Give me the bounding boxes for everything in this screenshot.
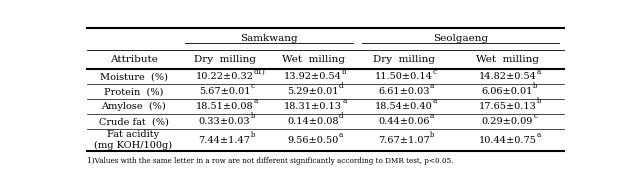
Text: 0.44±0.06: 0.44±0.06 bbox=[378, 117, 430, 126]
Text: Wet  milling: Wet milling bbox=[476, 55, 539, 64]
Text: 7.44±1.47: 7.44±1.47 bbox=[199, 136, 251, 144]
Text: a: a bbox=[430, 83, 434, 90]
Text: 6.06±0.01: 6.06±0.01 bbox=[482, 87, 533, 96]
Text: a: a bbox=[537, 131, 541, 139]
Text: Moisture  (%): Moisture (%) bbox=[100, 72, 168, 81]
Text: b: b bbox=[533, 83, 538, 90]
Text: a: a bbox=[433, 97, 438, 105]
Text: 10.44±0.75: 10.44±0.75 bbox=[479, 136, 537, 144]
Text: b: b bbox=[251, 131, 255, 139]
Text: c: c bbox=[250, 83, 254, 90]
Text: a: a bbox=[253, 97, 258, 105]
Text: 14.82±0.54: 14.82±0.54 bbox=[479, 72, 537, 81]
Text: Protein  (%): Protein (%) bbox=[104, 87, 163, 96]
Text: Seolgaeng: Seolgaeng bbox=[433, 34, 488, 43]
Text: Wet  milling: Wet milling bbox=[282, 55, 345, 64]
Text: 7.67±1.07: 7.67±1.07 bbox=[378, 136, 430, 144]
Text: 5.29±0.01: 5.29±0.01 bbox=[288, 87, 339, 96]
Text: 10.22±0.32: 10.22±0.32 bbox=[196, 72, 253, 81]
Text: 6.61±0.03: 6.61±0.03 bbox=[378, 87, 430, 96]
Text: b: b bbox=[342, 68, 347, 75]
Text: 18.31±0.13: 18.31±0.13 bbox=[284, 102, 342, 111]
Text: c: c bbox=[533, 112, 537, 120]
Text: b: b bbox=[537, 97, 541, 105]
Text: 11.50±0.14: 11.50±0.14 bbox=[375, 72, 433, 81]
Text: Crude fat  (%): Crude fat (%) bbox=[98, 117, 168, 126]
Text: c: c bbox=[433, 68, 437, 75]
Text: d: d bbox=[339, 83, 344, 90]
Text: b: b bbox=[430, 131, 434, 139]
Text: a: a bbox=[430, 112, 434, 120]
Text: Attribute: Attribute bbox=[110, 55, 157, 64]
Text: a: a bbox=[342, 97, 346, 105]
Text: Samkwang: Samkwang bbox=[240, 34, 298, 43]
Text: 1)Values with the same letter in a row are not different significantly according: 1)Values with the same letter in a row a… bbox=[87, 157, 453, 165]
Text: a: a bbox=[338, 131, 343, 139]
Text: b: b bbox=[250, 112, 255, 120]
Text: 18.54±0.40: 18.54±0.40 bbox=[375, 102, 433, 111]
Text: Fat acidity
(mg KOH/100g): Fat acidity (mg KOH/100g) bbox=[95, 130, 173, 150]
Text: 5.67±0.01: 5.67±0.01 bbox=[199, 87, 250, 96]
Text: 17.65±0.13: 17.65±0.13 bbox=[479, 102, 537, 111]
Text: 0.33±0.03: 0.33±0.03 bbox=[199, 117, 250, 126]
Text: 9.56±0.50: 9.56±0.50 bbox=[288, 136, 338, 144]
Text: d1): d1) bbox=[253, 68, 265, 75]
Text: 13.92±0.54: 13.92±0.54 bbox=[284, 72, 342, 81]
Text: a: a bbox=[537, 68, 541, 75]
Text: Amylose  (%): Amylose (%) bbox=[101, 102, 166, 111]
Text: 18.51±0.08: 18.51±0.08 bbox=[196, 102, 253, 111]
Text: Dry  milling: Dry milling bbox=[373, 55, 435, 64]
Text: Dry  milling: Dry milling bbox=[194, 55, 255, 64]
Text: d: d bbox=[339, 112, 344, 120]
Text: 0.29±0.09: 0.29±0.09 bbox=[482, 117, 533, 126]
Text: 0.14±0.08: 0.14±0.08 bbox=[288, 117, 339, 126]
